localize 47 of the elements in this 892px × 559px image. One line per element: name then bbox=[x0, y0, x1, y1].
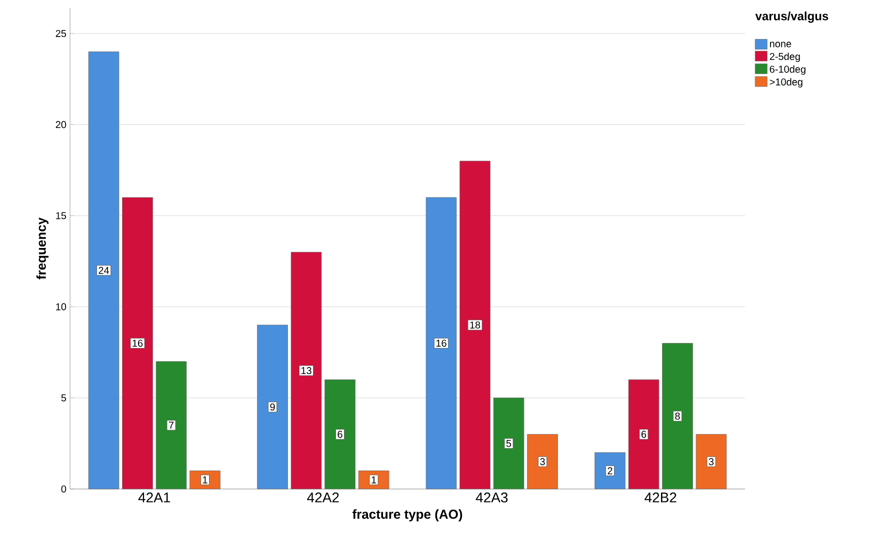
x-tick-label: 42A2 bbox=[307, 492, 339, 502]
data-label: 5 bbox=[506, 440, 512, 447]
y-tick-label: 20 bbox=[56, 121, 66, 128]
data-label: 6 bbox=[641, 430, 646, 438]
data-label: 9 bbox=[270, 403, 275, 411]
x-tick-label: 42A3 bbox=[476, 492, 508, 502]
x-tick-label: 42B2 bbox=[644, 492, 676, 502]
data-label: 18 bbox=[470, 321, 480, 329]
bar bbox=[628, 379, 660, 490]
bar bbox=[88, 52, 120, 490]
y-tick-label: 15 bbox=[56, 212, 66, 220]
bar bbox=[662, 343, 693, 490]
data-label: 1 bbox=[202, 476, 208, 484]
bar bbox=[290, 252, 322, 490]
y-axis-title: frequency bbox=[36, 217, 48, 280]
data-label: 6 bbox=[338, 430, 342, 438]
bar bbox=[426, 197, 457, 490]
legend-label: >10deg bbox=[770, 78, 802, 88]
data-label: 3 bbox=[708, 458, 714, 466]
bar bbox=[122, 197, 153, 490]
data-label: 16 bbox=[132, 340, 143, 347]
bar bbox=[257, 324, 288, 490]
data-label: 7 bbox=[168, 422, 174, 429]
data-label: 24 bbox=[98, 266, 110, 274]
bar bbox=[594, 452, 626, 490]
legend-label: 6-10deg bbox=[770, 65, 806, 75]
data-label: 2 bbox=[608, 467, 612, 474]
bar bbox=[324, 379, 356, 490]
bar bbox=[156, 361, 187, 490]
legend-label: none bbox=[770, 42, 792, 48]
data-label: 1 bbox=[372, 476, 376, 484]
y-tick-label: 25 bbox=[56, 30, 66, 38]
bar bbox=[696, 434, 727, 490]
bar bbox=[460, 160, 490, 490]
x-tick-label: 42A1 bbox=[138, 492, 170, 502]
data-label: 3 bbox=[540, 458, 545, 466]
data-label: 16 bbox=[436, 340, 446, 347]
data-label: 13 bbox=[301, 367, 312, 374]
legend-title: varus/valgus bbox=[755, 12, 828, 23]
bar bbox=[527, 434, 558, 490]
y-tick-label: 0 bbox=[61, 485, 66, 493]
x-axis-title: fracture type (AO) bbox=[352, 509, 462, 522]
y-tick-label: 5 bbox=[61, 394, 66, 402]
y-tick-label: 10 bbox=[56, 303, 66, 310]
bar bbox=[493, 398, 524, 490]
data-label: 8 bbox=[675, 412, 680, 420]
legend-label: 2-5deg bbox=[770, 52, 800, 62]
